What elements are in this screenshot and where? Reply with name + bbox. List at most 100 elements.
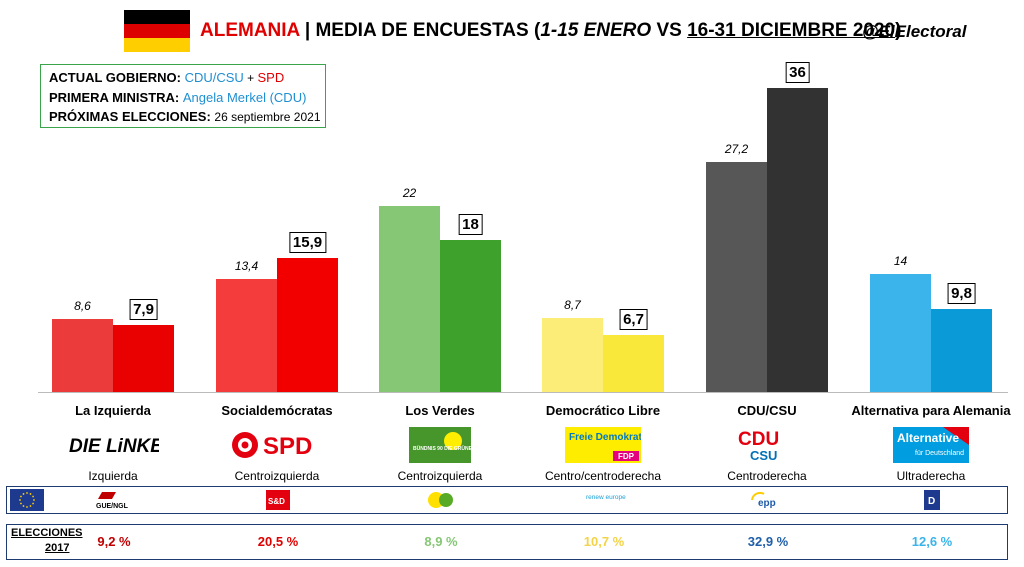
party-column: Democrático Libre Freie Demokraten FDP Cent…	[518, 403, 688, 483]
eu-star-icon	[32, 502, 34, 504]
fdp-logo-icon: Freie Demokraten FDP	[565, 427, 641, 463]
epp-logo-icon: epp	[748, 487, 788, 512]
title-range-new: 1-15 ENERO	[540, 20, 652, 41]
eu-star-icon	[29, 504, 32, 507]
party-name: Alternativa para Alemania	[851, 403, 1011, 418]
eu-flag-icon	[10, 487, 44, 512]
eu-star-icon	[26, 505, 28, 508]
gov-row: ACTUAL GOBIERNO: CDU/CSU + SPD	[49, 68, 317, 88]
eu-star-icon	[20, 495, 22, 497]
s-and-d-logo-icon: S&D	[266, 487, 290, 512]
party-name: Los Verdes	[405, 403, 475, 418]
pm-row: PRIMERA MINISTRA: Angela Merkel (CDU)	[49, 88, 317, 107]
bar-current	[440, 239, 501, 392]
bar-prev	[379, 206, 440, 392]
party-column: Los Verdes BÜNDNIS 90 DIE GRÜNEN Centroizq…	[355, 403, 525, 483]
gov-party-a: CDU/CSU	[184, 70, 244, 85]
result-2017-value: 10,7 %	[583, 534, 625, 549]
bar-current	[931, 309, 992, 392]
afd-logo-icon: Alternative für Deutschland	[893, 427, 969, 463]
gue-ngl-logo-icon: GUE/NGL	[94, 487, 134, 512]
title-separator: | MEDIA DE ENCUESTAS (	[304, 20, 541, 41]
bar-current	[767, 87, 828, 392]
page-title: ALEMANIA | MEDIA DE ENCUESTAS (1-15 ENER…	[200, 20, 901, 42]
eu-groups-row: GUE/NGL S&D renew europe. epp D	[6, 486, 1008, 514]
svg-text:BÜNDNIS 90 DIE GRÜNEN: BÜNDNIS 90 DIE GRÜNEN	[413, 445, 471, 452]
svg-text:Alternative: Alternative	[897, 431, 959, 445]
bar-prev	[216, 278, 277, 392]
renew-europe-logo-icon: renew europe.	[582, 487, 626, 512]
info-box: ACTUAL GOBIERNO: CDU/CSU + SPD PRIMERA M…	[40, 64, 326, 128]
elections-2017-label: ELECCIONES 2017	[11, 526, 83, 556]
svg-text:S&D: S&D	[268, 497, 285, 506]
value-label-prev: 8,6	[74, 299, 91, 314]
party-column: La Izquierda DIE LiNKE. Izquierda	[28, 403, 198, 483]
result-2017-value: 12,6 %	[911, 534, 953, 549]
party-ideology: Centroizquierda	[234, 469, 320, 483]
gov-plus: +	[243, 71, 258, 85]
value-label-current: 18	[458, 213, 483, 235]
eu-star-icon	[29, 492, 32, 495]
value-label-prev: 8,7	[564, 298, 581, 313]
value-label-current: 36	[785, 61, 810, 83]
value-label-current: 9,8	[947, 283, 976, 305]
title-country: ALEMANIA	[200, 20, 300, 41]
title-range-old: 16-31 DICIEMBRE 2020	[687, 20, 896, 41]
result-2017-value: 8,9 %	[424, 534, 458, 549]
die-linke-logo-icon: DIE LiNKE.	[69, 436, 159, 457]
party-name: Socialdemócratas	[221, 403, 333, 418]
bar-current	[113, 325, 174, 392]
svg-text:Freie Demokraten: Freie Demokraten	[569, 432, 641, 443]
next-election-row: PRÓXIMAS ELECCIONES: 26 septiembre 2021	[49, 107, 321, 127]
gov-party-b: SPD	[257, 70, 285, 85]
party-column: CDU/CSU CDU CSU Centroderecha	[682, 403, 852, 483]
elections-label-line2: 2017	[45, 542, 70, 554]
value-label-current: 7,9	[129, 299, 158, 321]
bar-prev	[870, 273, 931, 392]
party-column: Socialdemócratas SPD Centroizquierda	[192, 403, 362, 483]
bar-prev	[542, 318, 603, 392]
bar-prev	[52, 319, 113, 392]
party-ideology: Centroizquierda	[397, 469, 483, 483]
party-logo: Alternative für Deutschland	[846, 427, 1016, 463]
grune-logo-icon: BÜNDNIS 90 DIE GRÜNEN	[409, 427, 471, 463]
chart-baseline	[38, 392, 1008, 393]
bar-current	[603, 335, 664, 392]
value-label-prev: 14	[893, 253, 908, 268]
pm-label: PRIMERA MINISTRA:	[49, 90, 180, 105]
svg-text:DIE LiNKE.: DIE LiNKE.	[69, 436, 159, 457]
value-label-current: 15,9	[288, 231, 327, 253]
result-2017-value: 9,2 %	[97, 534, 131, 549]
title-close: )	[895, 20, 902, 41]
eu-star-icon	[22, 492, 25, 495]
svg-text:renew europe.: renew europe.	[586, 494, 626, 501]
party-logo: DIE LiNKE.	[28, 427, 198, 463]
title-vs: VS	[651, 20, 688, 41]
party-column: Alternativa para Alemania Alternative für …	[846, 403, 1016, 483]
value-label-current: 6,7	[619, 309, 648, 331]
party-ideology: Centroderecha	[727, 469, 807, 483]
svg-text:FDP: FDP	[618, 452, 635, 461]
eu-star-icon	[32, 495, 34, 497]
svg-text:CSU: CSU	[750, 448, 777, 463]
value-label-prev: 13,4	[234, 258, 259, 273]
party-logo: CDU CSU	[682, 427, 852, 463]
pm-value: Angela Merkel (CDU)	[182, 90, 307, 105]
bar-current	[277, 257, 338, 392]
party-ideology: Centro/centroderecha	[544, 469, 662, 483]
elections-2017-row: ELECCIONES 2017 9,2 % 20,5 % 8,9 % 10,7 % 32…	[6, 524, 1008, 560]
bar-prev	[706, 162, 767, 392]
party-name: CDU/CSU	[737, 403, 797, 418]
svg-text:D: D	[928, 496, 935, 507]
party-ideology: Izquierda	[88, 469, 138, 483]
author-handle: @ElElectoral	[862, 22, 967, 41]
greens-efa-logo-icon	[426, 487, 456, 512]
svg-text:GUE/NGL: GUE/NGL	[96, 503, 129, 510]
spd-logo-icon: SPD	[232, 432, 312, 460]
result-2017-value: 20,5 %	[257, 534, 299, 549]
party-name: Democrático Libre	[545, 403, 661, 418]
gov-label: ACTUAL GOBIERNO:	[49, 70, 181, 85]
next-election-label: PRÓXIMAS ELECCIONES:	[49, 109, 211, 124]
eu-star-icon	[22, 504, 25, 507]
